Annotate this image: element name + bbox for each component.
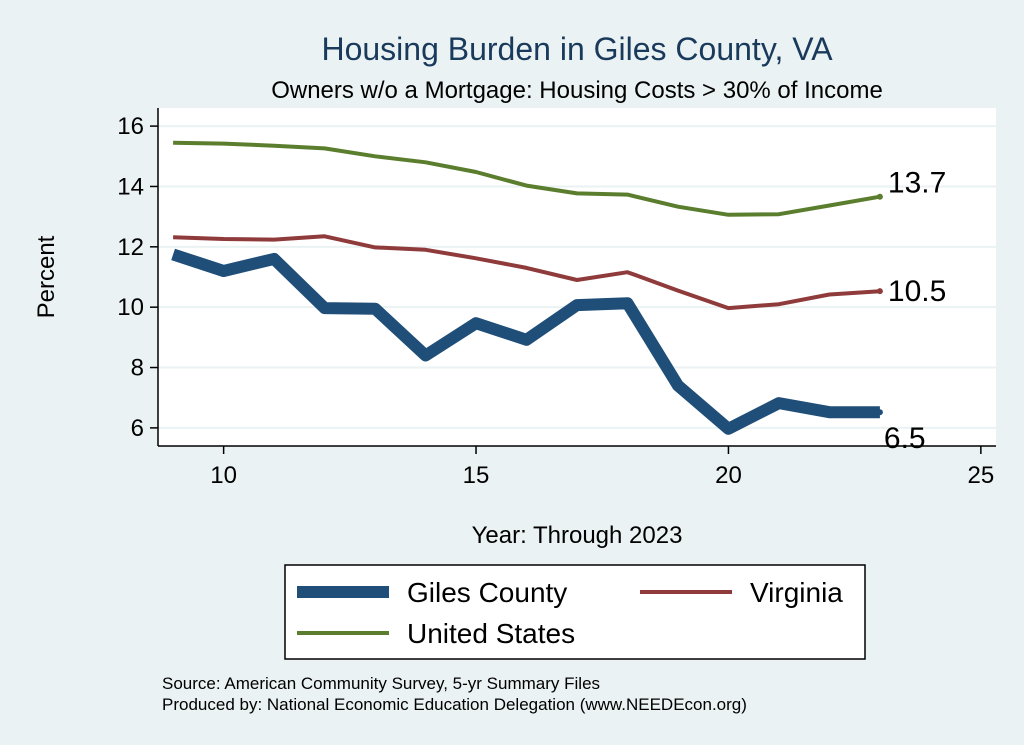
- y-tick-label-6: 6: [131, 415, 144, 442]
- producer-note: Produced by: National Economic Education…: [162, 695, 747, 714]
- end-point-united-states: [876, 193, 883, 200]
- end-point-giles-county: [876, 409, 883, 416]
- y-tick-label-14: 14: [117, 173, 144, 200]
- end-labels: 6.5 10.5 13.7: [876, 167, 946, 455]
- x-tick-label-15: 15: [463, 462, 490, 489]
- y-tick-label-16: 16: [117, 113, 144, 140]
- legend-label-virginia: Virginia: [750, 577, 843, 608]
- end-label-giles-county: 6.5: [884, 422, 926, 455]
- end-point-virginia: [876, 288, 883, 295]
- chart-title: Housing Burden in Giles County, VA: [321, 31, 833, 67]
- x-tick-label-10: 10: [210, 462, 237, 489]
- source-note: Source: American Community Survey, 5-yr …: [162, 674, 600, 693]
- series-line-united-states: [173, 140, 881, 217]
- end-label-virginia: 10.5: [888, 275, 946, 308]
- series-line-virginia: [173, 234, 881, 311]
- series-lines: [171, 140, 881, 435]
- legend: Giles County Virginia United States: [297, 577, 843, 649]
- x-tick-label-20: 20: [715, 462, 742, 489]
- legend-label-united-states: United States: [407, 618, 575, 649]
- chart-subtitle: Owners w/o a Mortgage: Housing Costs > 3…: [271, 77, 883, 104]
- plot-area: [158, 108, 996, 446]
- y-tick-label-12: 12: [117, 234, 144, 261]
- axes: 6 8 10 12 14 16 10 15 20 25: [117, 108, 996, 489]
- y-tick-label-8: 8: [131, 355, 144, 382]
- legend-label-giles-county: Giles County: [407, 577, 567, 608]
- x-axis-title: Year: Through 2023: [472, 522, 683, 549]
- x-tick-label-25: 25: [968, 462, 995, 489]
- end-label-united-states: 13.7: [888, 167, 946, 200]
- legend-box: [284, 564, 866, 660]
- y-tick-label-10: 10: [117, 294, 144, 321]
- series-line-giles-county: [171, 248, 880, 435]
- y-axis-title: Percent: [33, 235, 60, 318]
